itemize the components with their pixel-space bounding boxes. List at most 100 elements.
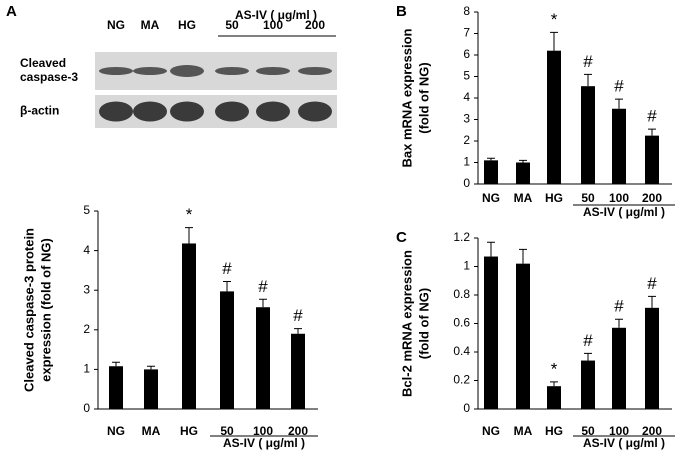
bar	[612, 327, 626, 409]
bar	[581, 360, 595, 409]
x-tick-label: HG	[180, 424, 198, 438]
x-tick-label: 200	[288, 424, 308, 438]
blot-group-label: AS-IV ( μg/ml )	[235, 8, 317, 22]
y-tick-label: 0	[83, 401, 90, 415]
blot-band	[99, 67, 133, 75]
error-bar	[550, 31, 558, 51]
annotation: #	[583, 331, 593, 350]
annotation: *	[551, 10, 558, 29]
x-tick-label: 50	[220, 424, 234, 438]
x-tick-label: NG	[482, 191, 500, 205]
blot-column-label: HG	[178, 18, 196, 32]
blot-band	[170, 101, 204, 122]
x-tick-label: 50	[581, 424, 595, 438]
y-axis-label: expression (fold of NG)	[38, 238, 53, 382]
y-tick-label: 5	[83, 203, 90, 217]
error-bar	[615, 318, 623, 328]
error-bar	[112, 361, 120, 367]
blot-band	[133, 67, 167, 75]
bar	[182, 243, 196, 409]
error-bar	[185, 227, 193, 244]
annotation: #	[647, 274, 657, 293]
error-bar	[147, 365, 155, 370]
bar	[484, 256, 498, 409]
blot-band	[298, 67, 332, 75]
y-tick-label: 3	[463, 112, 470, 126]
error-bar	[584, 73, 592, 87]
error-bar	[648, 295, 656, 308]
bar	[645, 307, 659, 409]
bar	[516, 162, 530, 184]
group-label: AS-IV ( μg/ml )	[583, 436, 665, 450]
x-tick-label: 100	[253, 424, 273, 438]
x-tick-label: HG	[545, 191, 563, 205]
blot-band	[170, 65, 204, 77]
x-tick-label: 100	[609, 191, 629, 205]
panel-label: B	[396, 3, 407, 20]
y-tick-label: 8	[463, 4, 470, 18]
y-tick-label: 1	[83, 362, 90, 376]
blot-column-label: MA	[141, 18, 160, 32]
blot-band	[133, 101, 167, 122]
annotation: #	[222, 259, 232, 278]
bar	[547, 50, 561, 185]
blot-column-label: 200	[305, 18, 325, 32]
bar	[220, 291, 234, 409]
annotation: #	[647, 107, 657, 126]
annotation: *	[186, 205, 193, 224]
x-tick-label: 200	[642, 424, 662, 438]
y-tick-label: 0.2	[453, 373, 470, 387]
bar	[645, 135, 659, 184]
blot-column-label: 100	[263, 18, 283, 32]
error-bar	[615, 98, 623, 109]
bar	[291, 333, 305, 409]
group-label: AS-IV ( μg/ml )	[583, 205, 665, 219]
annotation: #	[258, 277, 268, 296]
error-bar	[550, 381, 558, 387]
bar	[516, 263, 530, 409]
bar	[144, 369, 158, 409]
bar	[484, 160, 498, 184]
y-tick-label: 1	[463, 155, 470, 169]
error-bar	[487, 241, 495, 257]
error-bar	[294, 328, 302, 334]
x-tick-label: MA	[514, 191, 533, 205]
y-tick-label: 4	[83, 243, 90, 257]
error-bar	[519, 159, 527, 163]
y-axis-label: (fold of NG)	[416, 62, 431, 133]
x-tick-label: 100	[609, 424, 629, 438]
bar	[547, 386, 561, 409]
annotation: #	[293, 306, 303, 325]
blot-row-label: β-actin	[20, 104, 59, 118]
y-tick-label: 6	[463, 47, 470, 61]
x-tick-label: NG	[482, 424, 500, 438]
blot-row-label: Cleaved	[20, 56, 66, 70]
blot-band	[215, 101, 249, 122]
y-tick-label: 0	[463, 401, 470, 415]
x-tick-label: HG	[545, 424, 563, 438]
error-bar	[648, 128, 656, 136]
annotation: #	[614, 297, 624, 316]
y-tick-label: 3	[83, 282, 90, 296]
y-axis-label: Bax mRNA expression	[399, 28, 414, 167]
y-tick-label: 4	[463, 90, 470, 104]
y-tick-label: 7	[463, 26, 470, 40]
bar	[256, 307, 270, 409]
x-tick-label: NG	[107, 424, 125, 438]
bar	[109, 366, 123, 409]
y-tick-label: 2	[463, 133, 470, 147]
bar	[581, 86, 595, 184]
y-tick-label: 1	[463, 259, 470, 273]
y-axis-label: Cleaved caspase-3 protein	[21, 228, 36, 392]
y-tick-label: 0.6	[453, 316, 470, 330]
panel-label: A	[6, 3, 17, 20]
group-label: AS-IV ( μg/ml )	[223, 436, 305, 450]
blot-band	[215, 67, 249, 75]
y-tick-label: 5	[463, 69, 470, 83]
annotation: #	[583, 52, 593, 71]
y-tick-label: 2	[83, 322, 90, 336]
annotation: #	[614, 77, 624, 96]
y-tick-label: 1.2	[453, 230, 470, 244]
error-bar	[584, 352, 592, 361]
y-axis-label: (fold of NG)	[416, 288, 431, 359]
